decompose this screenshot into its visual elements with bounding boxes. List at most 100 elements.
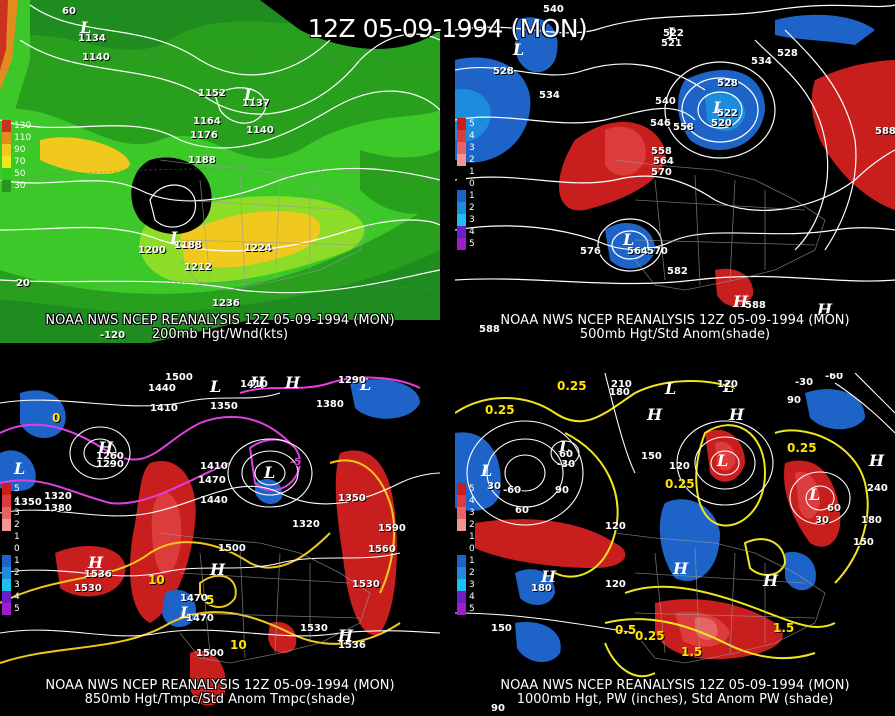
contour-label: 528 [717, 78, 738, 89]
latitude-label: 60 [62, 6, 76, 17]
high-marker: H [647, 405, 663, 424]
contour-label: 1380 [44, 503, 72, 514]
contour-label: 1536 [338, 640, 366, 651]
contour-label: 60 [827, 503, 841, 514]
legend-swatch [457, 531, 466, 543]
high-marker: H [673, 559, 689, 578]
legend-swatch [2, 507, 11, 519]
latitude-label: 20 [16, 278, 30, 289]
legend-swatch [2, 180, 11, 192]
legend-swatch [457, 567, 466, 579]
legend-label: 5 [469, 239, 475, 249]
high-marker: H [817, 300, 833, 319]
contour-label: 1260 [96, 451, 124, 462]
low-marker: L [360, 375, 372, 394]
contour-label: 1200 [138, 245, 166, 256]
low-marker: L [180, 603, 192, 622]
legend-swatch [2, 603, 11, 615]
legend-wind: 130 110 90 70 50 30 [2, 120, 31, 192]
contour-label: 1350 [14, 497, 42, 508]
temperature-label: 0 [52, 411, 61, 425]
legend-label: 1 [469, 191, 475, 201]
legend-anomaly: 5 4 3 2 1 0 1 2 3 4 5 [457, 118, 475, 250]
legend-swatch [2, 591, 11, 603]
legend-swatch [457, 555, 466, 567]
high-marker: H [541, 567, 557, 586]
low-marker: L [559, 437, 571, 456]
contour-label: 521 [661, 38, 682, 49]
legend-swatch [457, 507, 466, 519]
legend-label: 3 [469, 580, 475, 590]
legend-label: 2 [14, 568, 20, 578]
legend-label: 0 [469, 544, 475, 554]
low-marker: L [210, 377, 222, 396]
legend-label: 3 [469, 143, 475, 153]
contour-label: 1410 [150, 403, 178, 414]
contour-label: -30 [795, 377, 814, 388]
contour-label: 540 [543, 4, 564, 15]
legend-swatch [457, 238, 466, 250]
legend-label: 0 [469, 179, 475, 189]
high-marker: H [763, 571, 779, 590]
legend-label: 1 [14, 556, 20, 566]
legend-swatch [457, 226, 466, 238]
contour-label: 150 [491, 623, 512, 634]
legend-label: 3 [14, 508, 20, 518]
contour-label: 522 [663, 28, 684, 39]
panel-caption-line1: NOAA NWS NCEP REANALYSIS 12Z 05-09-1994 … [500, 678, 850, 693]
high-marker: H [338, 626, 354, 645]
low-marker: L [665, 379, 677, 398]
panel-500mb: 5 4 3 2 1 0 1 2 3 4 5 L L L L H H 540 52… [455, 0, 895, 343]
contour-label: 1470 [186, 613, 214, 624]
legend-swatch [457, 190, 466, 202]
legend-label: 130 [14, 121, 32, 131]
map-1000mb [455, 373, 895, 716]
panel-caption-line2: 850mb Hgt/Tmpc/Std Anom Tmpc(shade) [84, 692, 356, 707]
high-marker: H [88, 553, 104, 572]
legend-label: 30 [14, 181, 26, 191]
high-marker: H [98, 438, 114, 457]
low-marker: L [809, 485, 821, 504]
legend-swatch [457, 214, 466, 226]
legend-label: 70 [14, 157, 26, 167]
low-marker: L [717, 451, 729, 470]
contour-label: 30 [487, 481, 501, 492]
legend-label: 2 [469, 568, 475, 578]
panel-1000mb: 5 4 3 2 1 0 1 2 3 4 5 L L H H L L L H L … [455, 373, 895, 716]
low-marker: L [723, 377, 735, 396]
contour-label: 1350 [338, 493, 366, 504]
panel-caption-line2: 200mb Hgt/Wnd(kts) [151, 327, 289, 342]
legend-swatch [457, 166, 466, 178]
contour-label: 1236 [212, 298, 240, 309]
contour-label: 588 [875, 126, 895, 137]
contour-label: 534 [751, 56, 772, 67]
legend-swatch [2, 132, 11, 144]
panel-caption-line1: NOAA NWS NCEP REANALYSIS 12Z 05-09-1994 … [45, 678, 395, 693]
legend-label: 1 [14, 532, 20, 542]
panel-850mb: 5 4 3 2 1 0 1 2 3 4 5 L H H L H L L H H … [0, 373, 440, 716]
low-marker: L [170, 228, 182, 247]
legend-label: 2 [14, 520, 20, 530]
legend-label: 4 [14, 592, 20, 602]
contour-label: 1536 [84, 569, 112, 580]
legend-label: 5 [469, 119, 475, 129]
contour-label: 90 [555, 485, 569, 496]
temperature-label: 10 [148, 573, 165, 587]
contour-label: 1320 [292, 519, 320, 530]
legend-swatch [2, 543, 11, 555]
contour-label: 1470 [198, 475, 226, 486]
contour-label: 120 [605, 579, 626, 590]
contour-label: 1500 [196, 648, 224, 659]
legend-swatch [457, 142, 466, 154]
contour-label: 1440 [200, 495, 228, 506]
legend-swatch [2, 156, 11, 168]
legend-swatch [457, 154, 466, 166]
panel-caption-line1: NOAA NWS NCEP REANALYSIS 12Z 05-09-1994 … [500, 313, 850, 328]
contour-label: 1176 [190, 130, 218, 141]
contour-label: 1590 [378, 523, 406, 534]
contour-label: 1188 [174, 240, 202, 251]
temperature-label: -5 [290, 457, 302, 468]
contour-label: 1530 [352, 579, 380, 590]
panel-200mb: 130 110 90 70 50 30 L L L 1134 1140 1152… [0, 0, 440, 343]
pw-label: 0.25 [635, 629, 665, 643]
